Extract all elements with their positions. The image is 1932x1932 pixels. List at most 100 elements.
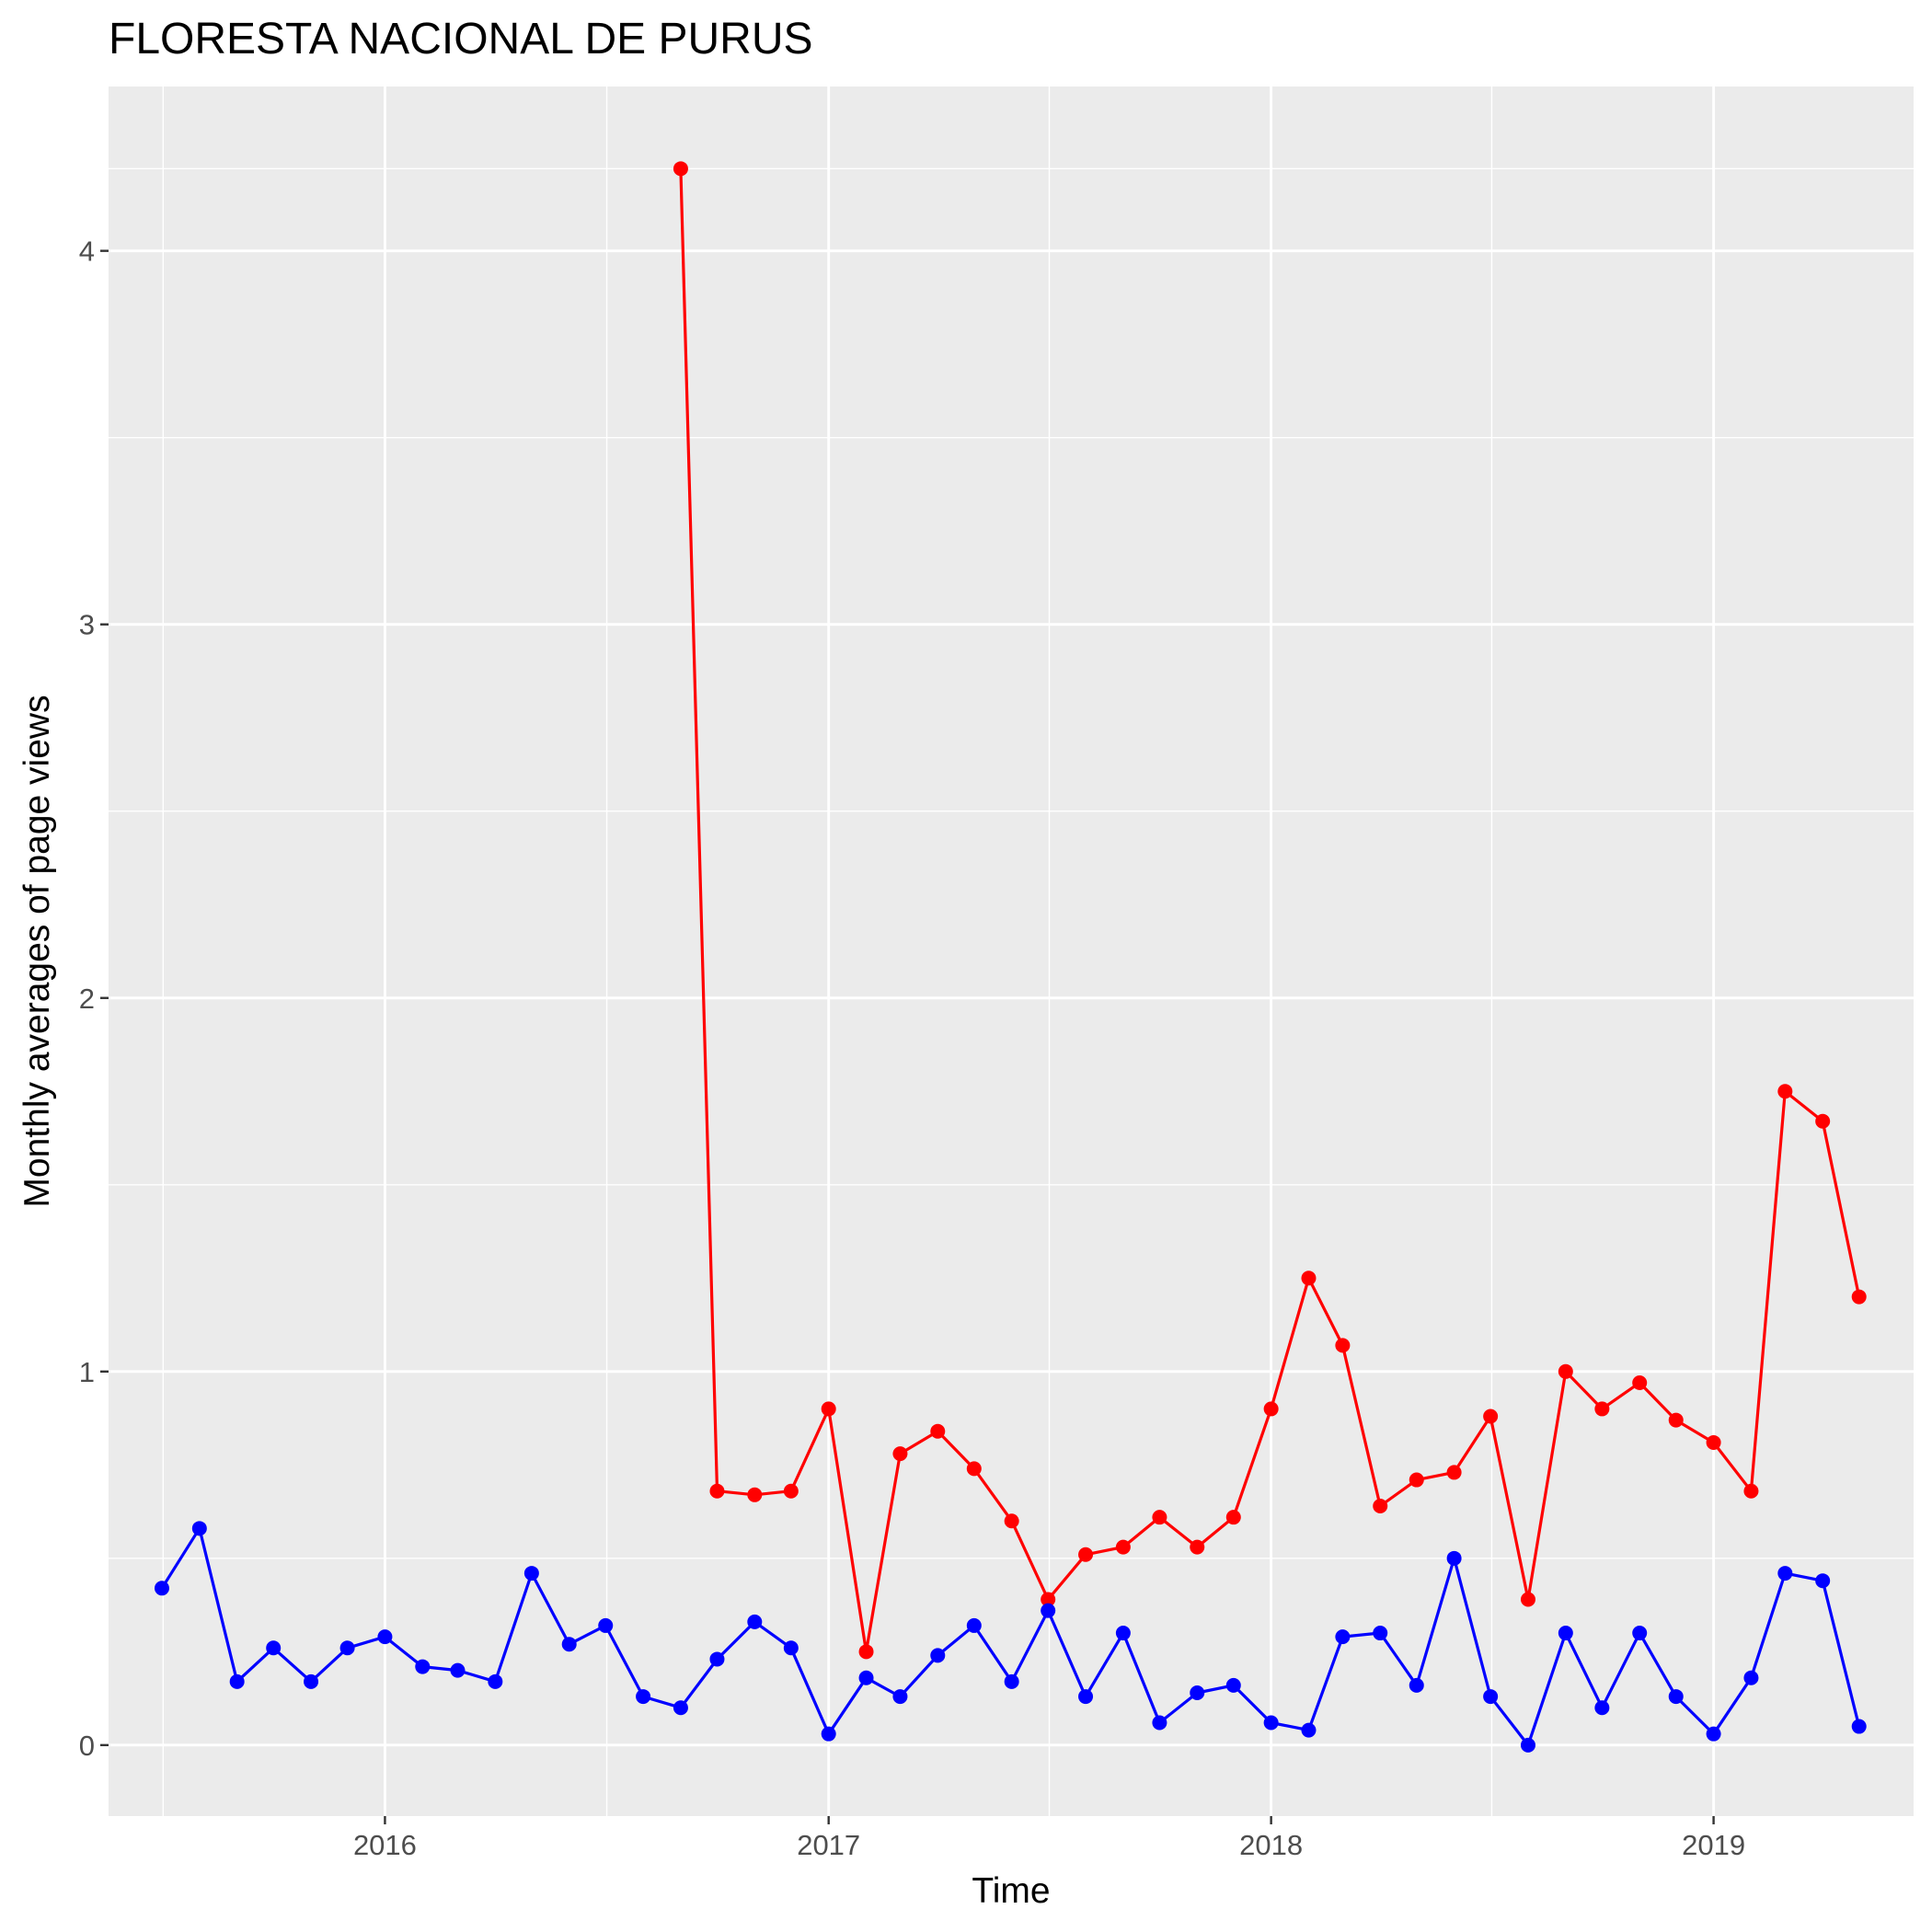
data-point — [339, 1640, 355, 1656]
x-tick-label: 2017 — [797, 1829, 860, 1861]
data-point — [892, 1446, 908, 1462]
data-point — [1851, 1719, 1867, 1734]
data-point — [1632, 1626, 1648, 1641]
data-point — [1483, 1689, 1499, 1705]
x-tick-label: 2016 — [353, 1829, 417, 1861]
data-point — [821, 1726, 836, 1742]
data-point — [930, 1423, 946, 1439]
data-point — [450, 1662, 466, 1678]
data-point — [1409, 1472, 1424, 1488]
data-point — [1152, 1715, 1167, 1731]
data-point — [523, 1566, 539, 1581]
chart-title: FLORESTA NACIONAL DE PURUS — [109, 15, 813, 63]
data-point — [783, 1640, 799, 1656]
data-point — [892, 1689, 908, 1705]
data-point — [1078, 1547, 1094, 1562]
data-point — [1668, 1412, 1684, 1428]
x-tick-label: 2019 — [1682, 1829, 1745, 1861]
data-point — [709, 1483, 725, 1499]
data-point — [966, 1617, 982, 1633]
y-tick-label: 3 — [79, 609, 95, 641]
x-axis: 2016 2017 2018 2019 — [353, 1816, 1745, 1861]
data-point — [1190, 1539, 1205, 1555]
data-point — [1815, 1113, 1831, 1129]
data-point — [1190, 1685, 1205, 1701]
data-point — [1520, 1737, 1535, 1753]
x-tick-label: 2018 — [1239, 1829, 1303, 1861]
data-point — [1301, 1722, 1317, 1738]
data-point — [821, 1401, 836, 1417]
data-point — [1225, 1677, 1241, 1693]
y-axis-title: Monthly averages of page views — [17, 695, 57, 1207]
minor-gridlines — [109, 86, 1914, 1816]
data-point — [1446, 1550, 1462, 1566]
data-point — [709, 1651, 725, 1667]
data-point — [1594, 1401, 1610, 1417]
data-point — [1777, 1084, 1793, 1099]
data-point — [1041, 1603, 1056, 1618]
data-point — [1004, 1513, 1019, 1529]
data-point — [858, 1670, 874, 1685]
data-point — [1263, 1401, 1279, 1417]
data-point — [1263, 1715, 1279, 1731]
data-point — [930, 1648, 946, 1663]
data-point — [1520, 1592, 1535, 1607]
data-point — [488, 1673, 503, 1689]
data-point — [858, 1644, 874, 1660]
data-point — [1558, 1363, 1573, 1379]
data-point — [1301, 1271, 1317, 1286]
data-point — [1743, 1670, 1759, 1685]
data-point — [1152, 1510, 1167, 1525]
plot-panel — [109, 86, 1914, 1816]
series-1 — [673, 161, 1867, 1660]
data-point — [1409, 1677, 1424, 1693]
data-point — [1483, 1409, 1499, 1424]
y-tick-label: 4 — [79, 236, 95, 268]
series-2 — [154, 1521, 1867, 1753]
data-point — [966, 1461, 982, 1477]
data-point — [598, 1617, 614, 1633]
data-point — [1668, 1689, 1684, 1705]
data-point — [561, 1637, 577, 1652]
y-tick-label: 1 — [79, 1356, 95, 1388]
data-point — [1743, 1483, 1759, 1499]
data-point — [1632, 1374, 1648, 1390]
data-point — [266, 1640, 282, 1656]
data-point — [1115, 1626, 1131, 1641]
data-point — [154, 1581, 169, 1596]
data-point — [304, 1673, 319, 1689]
data-point — [1078, 1689, 1094, 1705]
x-axis-title: Time — [972, 1871, 1050, 1911]
data-point — [377, 1629, 393, 1645]
data-point — [1851, 1289, 1867, 1305]
data-point — [1373, 1498, 1388, 1513]
data-point — [1706, 1726, 1721, 1742]
data-point — [1594, 1700, 1610, 1716]
data-point — [783, 1483, 799, 1499]
data-point — [1777, 1566, 1793, 1581]
data-point — [1558, 1626, 1573, 1641]
data-point — [673, 1700, 688, 1716]
data-point — [1004, 1673, 1019, 1689]
data-point — [1446, 1465, 1462, 1480]
data-point — [1115, 1539, 1131, 1555]
data-point — [1706, 1434, 1721, 1450]
data-point — [1335, 1629, 1351, 1645]
data-point — [1335, 1338, 1351, 1353]
data-point — [1815, 1573, 1831, 1589]
data-point — [1041, 1592, 1056, 1607]
data-point — [673, 161, 688, 177]
major-gridlines — [109, 86, 1914, 1816]
data-point — [747, 1614, 763, 1629]
data-point — [747, 1487, 763, 1502]
data-point — [1373, 1626, 1388, 1641]
y-tick-label: 2 — [79, 983, 95, 1015]
data-point — [415, 1659, 431, 1674]
series-layer — [154, 161, 1867, 1753]
data-point — [1225, 1510, 1241, 1525]
data-point — [636, 1689, 651, 1705]
y-tick-label: 0 — [79, 1730, 95, 1762]
data-point — [191, 1521, 207, 1536]
data-point — [229, 1673, 245, 1689]
